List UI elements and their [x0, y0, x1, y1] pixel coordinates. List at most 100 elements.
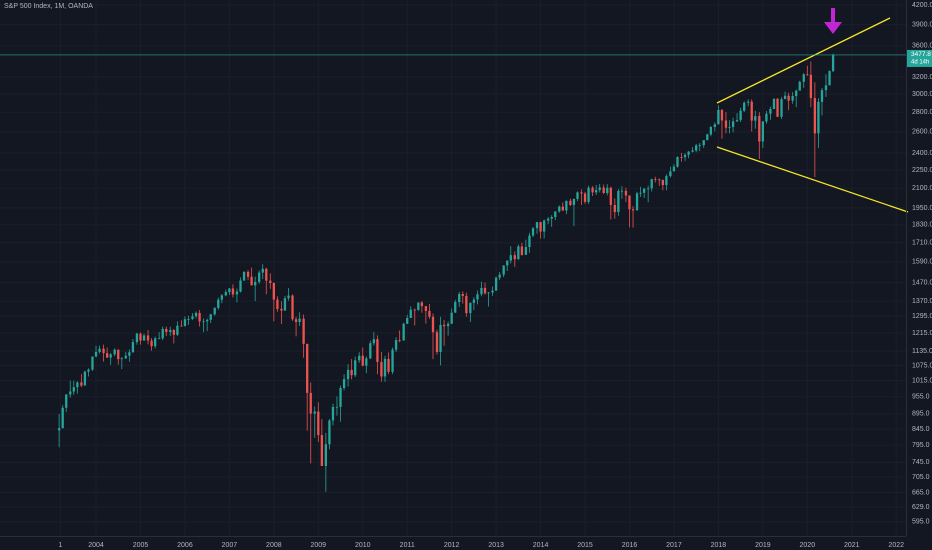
x-tick-label: 2018	[711, 542, 727, 549]
candle-body	[439, 324, 442, 352]
candle-body	[820, 90, 824, 102]
candle-body	[631, 209, 635, 211]
candle-body	[194, 312, 198, 317]
candle-body	[598, 187, 601, 191]
candle-body	[669, 171, 672, 177]
candle-body	[809, 74, 813, 99]
y-tick-label: 665.0	[912, 489, 930, 496]
x-tick-label: 2011	[400, 542, 415, 549]
candle-body	[620, 190, 624, 192]
candle-body	[802, 74, 805, 82]
candle-body	[98, 348, 101, 352]
candle-body	[450, 312, 453, 324]
x-tick-label: 2020	[800, 542, 816, 549]
candle-body	[420, 302, 424, 307]
y-tick-label: 3600.0	[912, 43, 932, 50]
candle-body	[565, 200, 568, 211]
candle-body	[724, 120, 728, 128]
candle-body	[454, 302, 457, 313]
candle-body	[654, 179, 657, 180]
candle-body	[824, 85, 828, 91]
candle-body	[380, 361, 383, 377]
candle-body	[461, 294, 464, 296]
candle-body	[354, 360, 357, 376]
candle-body	[554, 211, 557, 218]
candle-body	[765, 113, 768, 122]
candle-body	[506, 260, 509, 266]
candle-body	[139, 333, 142, 341]
candle-body	[798, 81, 801, 91]
candle-body	[791, 96, 794, 101]
candle-body	[228, 288, 231, 293]
candle-body	[687, 151, 690, 155]
candle-body	[80, 382, 83, 386]
candle-body	[317, 411, 320, 436]
candle-body	[220, 295, 223, 300]
x-tick-label: 2013	[488, 542, 504, 549]
candle-body	[617, 190, 620, 213]
candle-body	[569, 200, 572, 205]
y-tick-label: 2800.0	[912, 109, 932, 116]
candle-body	[458, 294, 461, 303]
candle-body	[509, 255, 512, 261]
candle-body	[105, 353, 109, 358]
candle-body	[239, 280, 242, 292]
candle-body	[280, 308, 283, 311]
candle-body	[572, 198, 576, 205]
x-tick-label: 2014	[533, 542, 549, 549]
candle-body	[213, 307, 216, 315]
candle-body	[146, 335, 150, 341]
candle-body	[150, 340, 153, 347]
candle-body	[261, 268, 264, 273]
candle-body	[698, 145, 701, 146]
candle-body	[124, 355, 127, 359]
candle-body	[602, 187, 605, 194]
candle-body	[813, 98, 817, 134]
candle-body	[431, 316, 435, 333]
candle-body	[531, 228, 535, 236]
candle-body	[135, 333, 139, 343]
candle-body	[609, 187, 612, 205]
candle-body	[550, 217, 553, 219]
x-tick-label: 2021	[844, 542, 860, 549]
candle-body	[361, 355, 364, 366]
candle-body	[713, 124, 716, 127]
candle-body	[383, 358, 387, 377]
candle-body	[283, 298, 287, 311]
candle-body	[391, 349, 394, 372]
candle-body	[313, 411, 316, 414]
candle-body	[387, 358, 390, 372]
candle-body	[650, 179, 653, 189]
candle-body	[165, 328, 168, 332]
candle-body	[665, 176, 668, 186]
candle-body	[157, 338, 161, 340]
candle-body	[735, 120, 739, 122]
lower-trendline	[716, 146, 909, 213]
candle-body	[206, 319, 209, 322]
candle-body	[695, 145, 698, 151]
y-tick-label: 1470.0	[912, 279, 932, 286]
candle-body	[131, 342, 135, 353]
candle-body	[191, 316, 194, 320]
y-tick-label: 1295.0	[912, 313, 932, 320]
candle-body	[520, 246, 524, 255]
candle-body	[747, 101, 750, 103]
candle-body	[402, 323, 405, 341]
candle-body	[142, 335, 146, 341]
candle-body	[254, 281, 257, 286]
candle-body	[717, 109, 720, 125]
candle-body	[754, 116, 757, 121]
y-tick-label: 895.0	[912, 411, 930, 418]
candle-body	[61, 407, 64, 429]
candle-body	[787, 95, 790, 101]
y-tick-label: 629.0	[912, 504, 930, 511]
candle-body	[720, 109, 724, 121]
y-tick-label: 1950.0	[912, 205, 932, 212]
candle-body	[91, 356, 94, 370]
candle-body	[331, 406, 335, 421]
y-tick-label: 1075.0	[912, 362, 932, 369]
candle-body	[231, 288, 235, 295]
candle-body	[728, 126, 731, 128]
y-tick-label: 2100.0	[912, 185, 932, 192]
